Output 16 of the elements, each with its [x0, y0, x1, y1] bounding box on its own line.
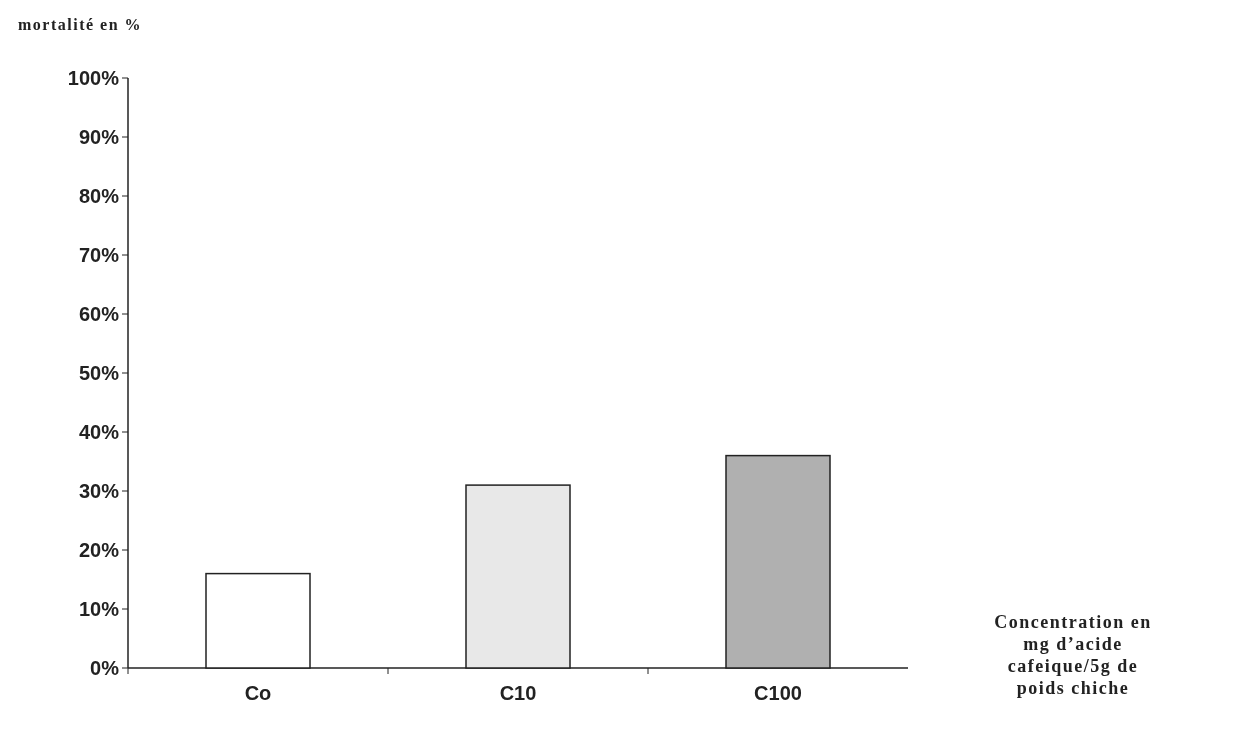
- y-tick-label: 80%: [78, 185, 120, 207]
- y-tick-label: 40%: [78, 421, 120, 443]
- y-tick-label: 20%: [78, 539, 120, 561]
- y-axis-title: mortalité en %: [18, 16, 143, 33]
- x-tick-label: Co: [244, 682, 272, 704]
- y-tick-label: 60%: [78, 303, 120, 325]
- y-tick-label: 0%: [90, 657, 120, 679]
- y-tick-label: 10%: [78, 598, 120, 620]
- y-tick-label: 30%: [78, 480, 120, 502]
- x-tick-label: C100: [754, 682, 802, 704]
- x-tick-label: C10: [499, 682, 537, 704]
- y-tick-label: 70%: [78, 244, 120, 266]
- x-axis-title: Concentration en mg d’acide cafeique/5g de poids chiche: [994, 612, 1152, 698]
- y-tick-label: 50%: [78, 362, 120, 384]
- y-tick-label: 90%: [78, 126, 120, 148]
- y-tick-label: 100%: [67, 67, 120, 89]
